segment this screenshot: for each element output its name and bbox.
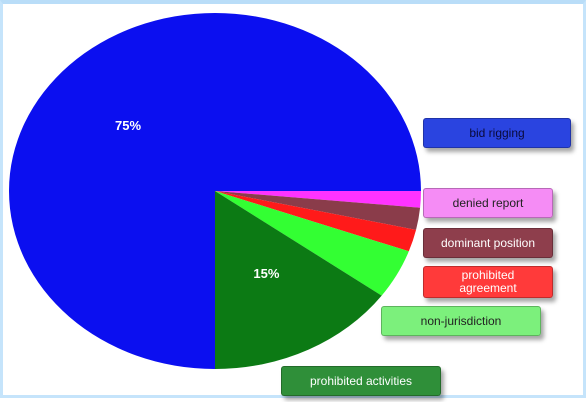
pie-slice-prohibited-activities [215,191,382,369]
legend-label: denied report [452,195,524,210]
pie-chart: 75% 15% [9,13,421,369]
pie-slice-dominant-position [215,191,421,230]
legend-item-dominant-position: dominant position [423,228,553,258]
legend-label: non-jurisdiction [420,313,502,328]
legend-item-non-jurisdiction: non-jurisdiction [381,306,541,336]
pie-slice-denied-report [215,191,421,208]
data-label-prohibited-activities: 15% [253,266,279,281]
pie-data-labels: 75% 15% [115,118,280,281]
legend-label: prohibited agreement [459,268,517,295]
pie-slices [9,13,421,369]
legend-item-prohibited-activities: prohibited activities [281,366,441,396]
legend-item-bid-rigging: bid rigging [423,118,571,148]
legend-item-prohibited-agreement: prohibited agreement [423,266,553,298]
legend-label: prohibited activities [309,373,413,388]
pie-slice-prohibited-agreement [215,191,417,252]
pie-slice-non-jurisdiction [215,191,409,296]
legend-label: dominant position [440,235,536,250]
legend-item-denied-report: denied report [423,188,553,218]
legend-label: bid rigging [469,125,525,140]
data-label-bid-rigging: 75% [115,118,141,133]
